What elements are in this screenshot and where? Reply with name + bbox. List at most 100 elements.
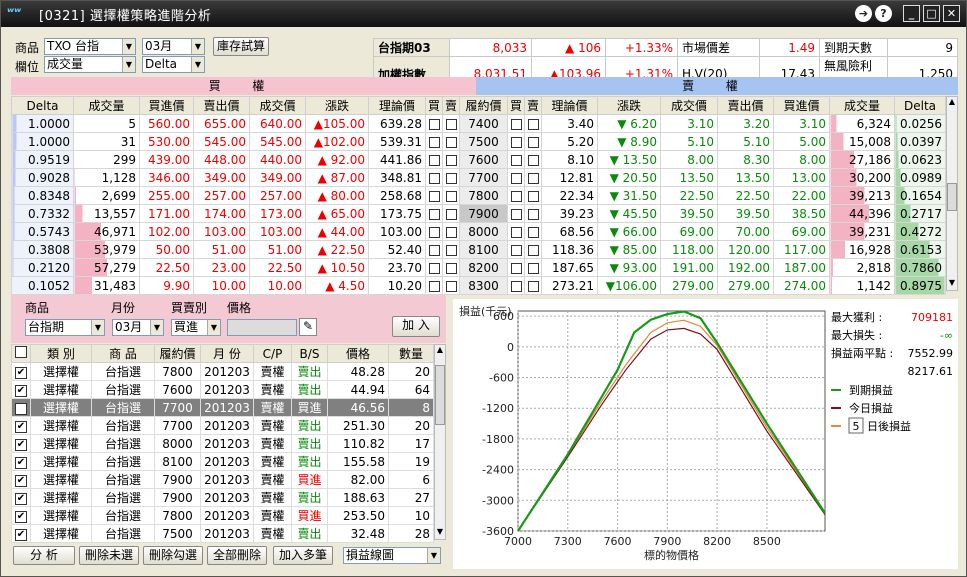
- minimize-icon[interactable]: _: [903, 5, 920, 22]
- put-sell-check[interactable]: [524, 222, 542, 241]
- checkbox[interactable]: [528, 262, 539, 274]
- checkbox[interactable]: [511, 118, 522, 130]
- order-row[interactable]: ✔ 選擇權 台指選 7900 201203 賣權 賣出 188.63 27: [11, 488, 434, 507]
- header-put-volume[interactable]: 成交量: [829, 96, 895, 115]
- checkbox[interactable]: [446, 154, 457, 166]
- order-row[interactable]: ✔ 選擇權 台指選 7700 201203 賣權 買進 46.56 8: [11, 398, 434, 417]
- orders-header-6[interactable]: 價格: [327, 344, 389, 363]
- order-row[interactable]: ✔ 選擇權 台指選 7900 201203 賣權 買進 82.00 6: [11, 470, 434, 489]
- chain-row[interactable]: 0.9519 299 439.00 448.00 440.00 ▲ 92.00 441.86…: [11, 150, 946, 169]
- order-row[interactable]: ✔ 選擇權 台指選 8100 201203 賣權 賣出 155.58 19: [11, 452, 434, 471]
- call-buy-check[interactable]: [425, 258, 443, 277]
- put-buy-check[interactable]: [507, 150, 525, 169]
- order-checkbox[interactable]: ✔: [15, 457, 27, 469]
- order-check-cell[interactable]: ✔: [11, 416, 31, 435]
- call-sell-check[interactable]: [442, 132, 460, 151]
- header-put-bid[interactable]: 買進價: [773, 96, 830, 115]
- chain-scrollbar[interactable]: ▲ ▼: [946, 96, 958, 291]
- put-sell-check[interactable]: [524, 204, 542, 223]
- title-bar[interactable]: ʷʷ [0321] 選擇權策略進階分析 ➔ ? _ □ ✕: [1, 1, 966, 27]
- put-buy-check[interactable]: [507, 258, 525, 277]
- header-strike[interactable]: 履約價: [459, 96, 508, 115]
- checkbox[interactable]: [528, 136, 539, 148]
- strike-cell[interactable]: 8000: [459, 222, 508, 241]
- order-checkbox[interactable]: ✔: [15, 529, 27, 541]
- header-put-buy[interactable]: 買: [507, 96, 525, 115]
- checkbox[interactable]: [511, 136, 522, 148]
- put-buy-check[interactable]: [507, 240, 525, 259]
- entry-side-select[interactable]: 買進 ▼: [171, 319, 221, 336]
- put-buy-check[interactable]: [507, 114, 525, 133]
- checkbox[interactable]: [528, 280, 539, 292]
- orders-header-0[interactable]: 類 別: [30, 344, 92, 363]
- column-select[interactable]: 成交量 ▼: [44, 56, 136, 73]
- call-buy-check[interactable]: [425, 222, 443, 241]
- order-checkbox[interactable]: ✔: [15, 367, 27, 379]
- strike-cell[interactable]: 7400: [459, 114, 508, 133]
- call-buy-check[interactable]: [425, 186, 443, 205]
- put-buy-check[interactable]: [507, 204, 525, 223]
- put-sell-check[interactable]: [524, 168, 542, 187]
- call-sell-check[interactable]: [442, 240, 460, 259]
- header-call-volume[interactable]: 成交量: [73, 96, 140, 115]
- header-call-sell[interactable]: 賣: [442, 96, 460, 115]
- call-sell-check[interactable]: [442, 168, 460, 187]
- strike-cell[interactable]: 8300: [459, 276, 508, 295]
- checkbox[interactable]: [528, 226, 539, 238]
- put-buy-check[interactable]: [507, 222, 525, 241]
- entry-price-input[interactable]: [227, 319, 297, 336]
- header-call-theo[interactable]: 理論價: [368, 96, 426, 115]
- strike-cell[interactable]: 7600: [459, 150, 508, 169]
- checkbox[interactable]: [511, 190, 522, 202]
- checkbox[interactable]: [429, 172, 440, 184]
- order-row[interactable]: ✔ 選擇權 台指選 8000 201203 賣權 賣出 110.82 17: [11, 434, 434, 453]
- order-check-cell[interactable]: ✔: [11, 452, 31, 471]
- strike-cell[interactable]: 8100: [459, 240, 508, 259]
- order-check-cell[interactable]: ✔: [11, 434, 31, 453]
- order-row[interactable]: ✔ 選擇權 台指選 7800 201203 賣權 買進 253.50 10: [11, 506, 434, 525]
- call-sell-check[interactable]: [442, 222, 460, 241]
- order-checkbox[interactable]: ✔: [15, 385, 27, 397]
- call-buy-check[interactable]: [425, 132, 443, 151]
- entry-month-select[interactable]: 03月 ▼: [112, 319, 164, 336]
- header-put-sell[interactable]: 賣: [524, 96, 542, 115]
- chain-row[interactable]: 0.2120 57,279 22.50 23.00 22.50 ▲ 10.50 23.70 8…: [11, 258, 946, 277]
- checkbox[interactable]: [446, 280, 457, 292]
- header-put-change[interactable]: 漲跌: [597, 96, 661, 115]
- calculator-icon[interactable]: ✎: [299, 318, 317, 336]
- header-call-bid[interactable]: 買進價: [139, 96, 194, 115]
- order-checkbox[interactable]: ✔: [15, 493, 27, 505]
- header-call-delta[interactable]: Delta: [11, 96, 74, 115]
- checkbox[interactable]: [528, 244, 539, 256]
- call-buy-check[interactable]: [425, 204, 443, 223]
- checkbox[interactable]: [511, 280, 522, 292]
- call-sell-check[interactable]: [442, 114, 460, 133]
- orders-select-all[interactable]: [11, 344, 31, 363]
- order-check-cell[interactable]: ✔: [11, 380, 31, 399]
- chain-row[interactable]: 0.8348 2,699 255.00 257.00 257.00 ▲ 80.00 258.…: [11, 186, 946, 205]
- orders-header-2[interactable]: 履約價: [154, 344, 201, 363]
- call-buy-check[interactable]: [425, 114, 443, 133]
- checkbox[interactable]: [429, 244, 440, 256]
- checkbox[interactable]: [511, 154, 522, 166]
- header-call-change[interactable]: 漲跌: [305, 96, 369, 115]
- checkbox[interactable]: [429, 226, 440, 238]
- checkbox[interactable]: [528, 190, 539, 202]
- chain-row[interactable]: 1.0000 5 560.00 655.00 640.00 ▲105.00 639.28 74…: [11, 114, 946, 133]
- put-sell-check[interactable]: [524, 258, 542, 277]
- orders-header-5[interactable]: B/S: [291, 344, 328, 363]
- call-buy-check[interactable]: [425, 150, 443, 169]
- put-sell-check[interactable]: [524, 114, 542, 133]
- checkbox[interactable]: [429, 280, 440, 292]
- checkbox[interactable]: [446, 208, 457, 220]
- orders-header-3[interactable]: 月 份: [200, 344, 254, 363]
- product-select[interactable]: TXO 台指 ▼: [44, 38, 136, 55]
- order-checkbox[interactable]: ✔: [15, 475, 27, 487]
- checkbox[interactable]: [429, 136, 440, 148]
- order-row[interactable]: ✔ 選擇權 台指選 7700 201203 賣權 賣出 251.30 20: [11, 416, 434, 435]
- analyze-button[interactable]: 分 析: [13, 546, 75, 565]
- checkbox[interactable]: [429, 262, 440, 274]
- order-check-cell[interactable]: ✔: [11, 506, 31, 525]
- strike-cell[interactable]: 7500: [459, 132, 508, 151]
- checkbox[interactable]: [528, 118, 539, 130]
